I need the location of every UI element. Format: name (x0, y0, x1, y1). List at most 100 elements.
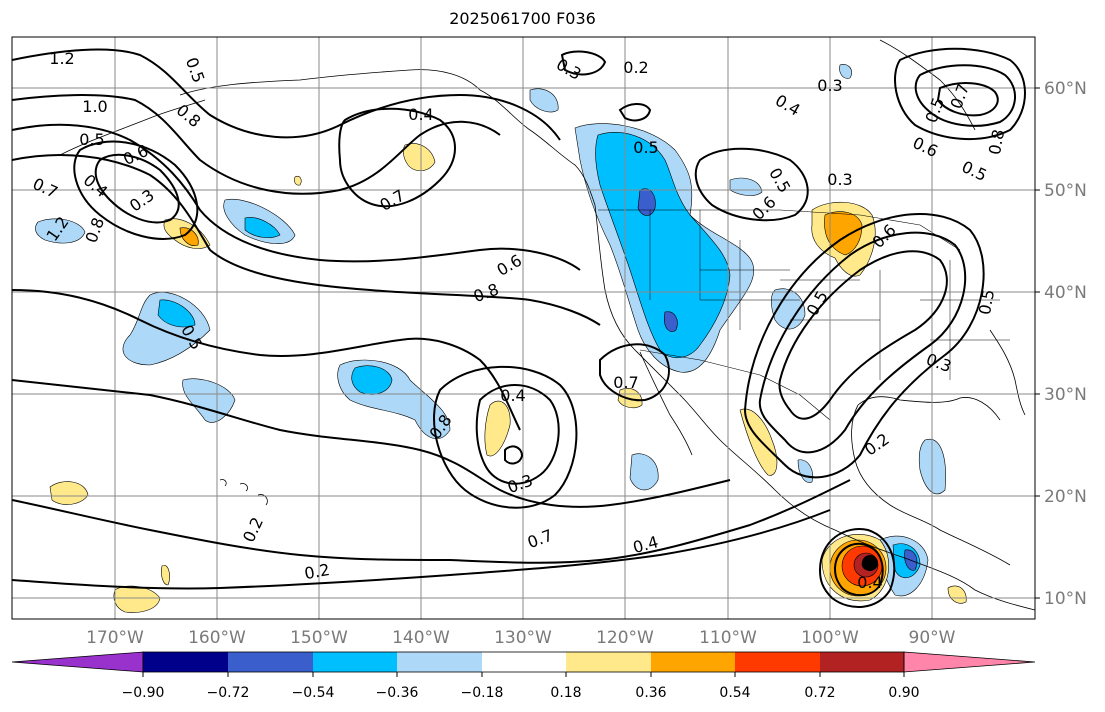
colorbar-bin (735, 652, 820, 672)
shade-negative-light (35, 218, 86, 244)
shade-positive-light (294, 175, 302, 186)
lat-axis: 10°N 20°N 30°N 40°N 50°N 60°N (1035, 79, 1087, 609)
shade-positive-light (49, 481, 89, 505)
lon-tick-label: 120°W (596, 628, 654, 648)
contour-line (12, 94, 501, 195)
shade-positive-light (947, 585, 967, 604)
border-us-canada (598, 209, 961, 251)
hurricane-center (862, 555, 878, 571)
contour-line (818, 528, 896, 609)
lon-tick-label: 130°W (494, 628, 552, 648)
contour-line (12, 123, 581, 271)
colorbar-bin (228, 652, 313, 672)
shade-positive-light (161, 564, 170, 586)
contour-line (743, 213, 985, 479)
lon-tick-label: 90°W (909, 628, 956, 648)
contour-label: 1.2 (49, 49, 74, 68)
colorbar-bin (313, 652, 397, 672)
shade-negative-dark (637, 188, 656, 216)
gridlines (12, 37, 1035, 619)
coastline-florida (989, 329, 1026, 416)
contour-line (475, 384, 560, 485)
colorbar-extend-high (903, 651, 1036, 673)
contour-label: 0.4 (500, 386, 525, 405)
colorbar-bin (482, 652, 566, 672)
contour-line (12, 479, 851, 564)
contour-line (12, 154, 601, 326)
colorbar-outline (142, 651, 905, 673)
contour-line (94, 153, 180, 224)
contour-label: 0.3 (827, 170, 852, 189)
coastline-hudson (879, 39, 976, 131)
coastline-alaska (179, 69, 596, 206)
colorbar-tick-label: −0.72 (207, 685, 250, 701)
lon-axis: 170°W 160°W 150°W 140°W 130°W 120°W 110°… (86, 628, 956, 648)
contour-label: 0.8 (985, 128, 1008, 156)
contour-line (894, 47, 1026, 140)
contour-line (778, 250, 948, 420)
contour-label: 0.2 (303, 560, 331, 583)
lat-tick-label: 50°N (1044, 181, 1087, 201)
colorbar-bin (820, 652, 904, 672)
shade-negative-mid (351, 365, 393, 395)
contour-label: 0.5 (633, 138, 658, 157)
contour-label: 0.3 (817, 76, 842, 95)
lon-tick-label: 110°W (699, 628, 757, 648)
contour-label: 0.4 (857, 573, 882, 592)
shade-negative-mid (595, 132, 731, 358)
contour-line (914, 64, 1017, 127)
colorbar-bin (566, 652, 651, 672)
lon-tick-label: 150°W (290, 628, 348, 648)
contour-label: 1.0 (82, 97, 107, 116)
contour-label: 0.5 (79, 130, 104, 149)
colorbar-bin (143, 652, 228, 672)
contour-line (338, 107, 456, 208)
lat-tick-label: 20°N (1044, 487, 1087, 507)
colorbar-tick-label: −0.36 (376, 685, 419, 701)
contour-line (560, 50, 607, 76)
colorbar-bin (651, 652, 735, 672)
contour-line (12, 509, 831, 590)
lat-tick-label: 60°N (1044, 79, 1087, 99)
lon-tick-label: 140°W (392, 628, 450, 648)
contour-line (833, 542, 884, 597)
shade-negative-light (629, 453, 659, 491)
coastline-central-america (834, 529, 1035, 611)
shade-negative-light (839, 64, 852, 79)
contour-lines (12, 47, 1026, 609)
contour-line (12, 289, 521, 431)
contour-line (599, 343, 670, 402)
shade-positive-light (484, 400, 511, 457)
shade-negative-light (182, 378, 236, 423)
lon-tick-label: 100°W (801, 628, 859, 648)
contour-line (73, 140, 199, 240)
shade-negative-mid (244, 217, 281, 239)
colorbar-tick-label: −0.54 (292, 685, 335, 701)
shade-negative-light (729, 177, 763, 196)
contour-label: 0.2 (623, 58, 648, 77)
shade-positive-light (403, 143, 436, 171)
lon-tick-label: 160°W (188, 628, 246, 648)
contour-line (618, 103, 652, 122)
contour-label: 0.4 (408, 105, 433, 124)
contour-label: 0.7 (613, 373, 638, 392)
colorbar-tick-label: −0.18 (461, 685, 504, 701)
contour-line (12, 48, 561, 141)
colorbar-tick-label: 0.18 (550, 685, 581, 701)
coastline-aleutians (59, 99, 206, 156)
colorbar-tick-label: 0.54 (719, 685, 750, 701)
coastline-baja (639, 351, 693, 456)
coastlines (59, 39, 1035, 611)
shade-negative-light (529, 88, 559, 113)
contour-line (433, 365, 578, 509)
colorbar-ticks (142, 672, 905, 677)
lon-tick-label: 170°W (86, 628, 144, 648)
colorbar: −0.90 −0.72 −0.54 −0.36 −0.18 0.18 0.36 … (11, 651, 1036, 701)
contour-line (504, 445, 524, 465)
contour-line (12, 379, 731, 508)
coastline-hawaii (219, 479, 268, 506)
contour-line (758, 231, 967, 454)
contour-line (694, 147, 809, 222)
coastline-mexico-east (851, 404, 1011, 566)
